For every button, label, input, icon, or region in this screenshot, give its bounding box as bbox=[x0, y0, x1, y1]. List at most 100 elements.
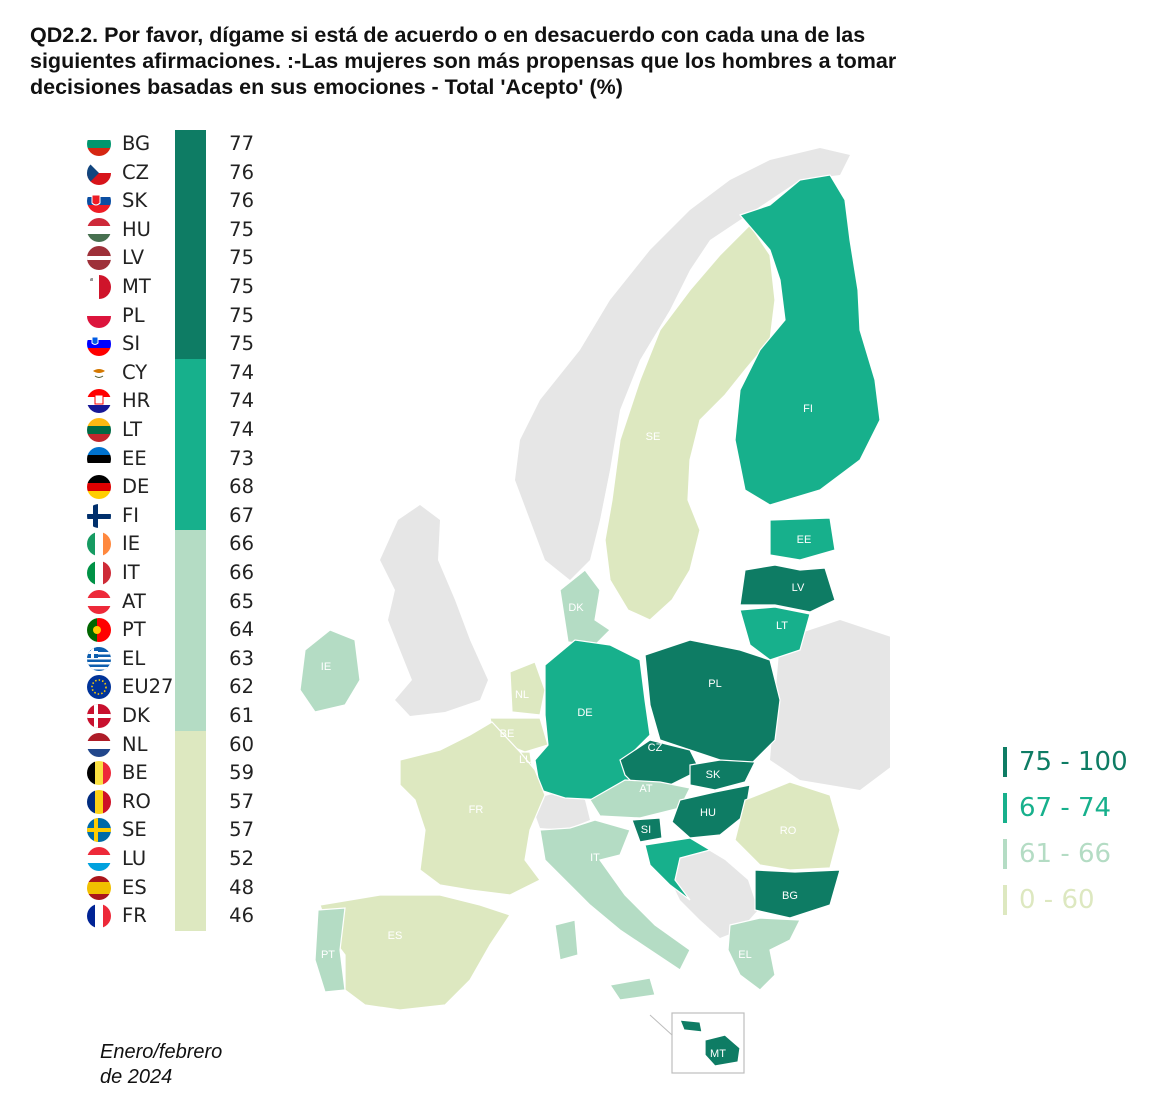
scale-item: 75 - 100 bbox=[1003, 745, 1143, 781]
non-member-countries bbox=[380, 148, 890, 938]
country-shape-pl bbox=[644, 639, 781, 766]
country-code: HR bbox=[122, 389, 151, 413]
date-line: de 2024 bbox=[100, 1066, 173, 1088]
country-value: 46 bbox=[229, 904, 254, 928]
country-code: PT bbox=[122, 618, 146, 642]
country-code: LT bbox=[122, 418, 143, 441]
country-code: SE bbox=[122, 818, 147, 842]
country-value: 52 bbox=[229, 847, 254, 870]
country-shape-lv bbox=[739, 564, 836, 613]
value-color-cell bbox=[175, 787, 206, 817]
country-code: EL bbox=[122, 646, 146, 670]
value-color-cell bbox=[175, 301, 206, 331]
country-value: 77 bbox=[229, 132, 254, 155]
country-row: LV 75 bbox=[86, 244, 266, 273]
value-color-cell bbox=[175, 158, 206, 188]
ie-flag-icon bbox=[87, 532, 111, 557]
country-value: 62 bbox=[229, 675, 254, 699]
country-code: FI bbox=[122, 503, 139, 527]
map-label-el: EL bbox=[738, 949, 751, 961]
country-code: BE bbox=[122, 761, 148, 785]
country-code: MT bbox=[122, 275, 151, 298]
country-shape-el bbox=[727, 917, 801, 991]
country-value: 60 bbox=[229, 732, 254, 756]
country-value: 66 bbox=[229, 561, 254, 584]
country-row: HR 74 bbox=[86, 387, 266, 416]
sk-flag-icon bbox=[87, 189, 111, 214]
value-color-cell bbox=[175, 873, 206, 903]
country-code: CZ bbox=[122, 160, 149, 184]
country-code: ES bbox=[122, 875, 147, 899]
map-label-de: DE bbox=[577, 707, 592, 719]
country-value: 65 bbox=[229, 589, 254, 613]
country-row: FI 67 bbox=[86, 501, 266, 531]
country-shape-se bbox=[604, 224, 776, 621]
country-shape-lt bbox=[739, 606, 811, 661]
hu-flag-icon bbox=[87, 217, 111, 242]
country-code: EU27 bbox=[122, 675, 174, 699]
country-row: DE 68 bbox=[86, 473, 266, 502]
map-label-it: IT bbox=[590, 852, 600, 864]
title-line: QD2.2. Por favor, dígame si está de acue… bbox=[30, 23, 866, 47]
fi-flag-icon bbox=[87, 503, 111, 528]
country-code: IE bbox=[122, 532, 141, 556]
value-color-cell bbox=[175, 358, 206, 388]
country-code: EE bbox=[122, 446, 147, 470]
value-color-cell bbox=[175, 387, 206, 416]
map-label-se: SE bbox=[646, 431, 661, 443]
lu-flag-icon bbox=[87, 847, 111, 871]
map-label-dk: DK bbox=[568, 602, 584, 614]
map-label-cz: CZ bbox=[648, 742, 663, 754]
country-code: FR bbox=[122, 904, 147, 928]
country-row: DK 61 bbox=[86, 702, 266, 731]
country-row: PT 64 bbox=[86, 616, 266, 645]
bg-flag-icon bbox=[87, 132, 111, 156]
country-value: 75 bbox=[229, 275, 254, 298]
country-row: SE 57 bbox=[86, 816, 266, 845]
country-ranking-list: BG 77 CZ 76 SK 76 HU 75 LV 75 MT 75 PL 75 SI 75 CY 74 HR 74… bbox=[86, 130, 266, 932]
value-color-cell bbox=[175, 473, 206, 502]
country-code: IT bbox=[122, 561, 140, 584]
country-shape-ie bbox=[299, 629, 361, 713]
country-value: 75 bbox=[229, 246, 254, 270]
si-flag-icon bbox=[87, 332, 111, 357]
country-shape-hr bbox=[644, 837, 712, 901]
country-code: LU bbox=[122, 847, 147, 870]
value-color-cell bbox=[175, 187, 206, 216]
cz-flag-icon bbox=[87, 160, 111, 185]
title-line: decisiones basadas en sus emociones - To… bbox=[30, 75, 623, 99]
hr-flag-icon bbox=[87, 389, 111, 414]
map-label-at: AT bbox=[639, 783, 653, 795]
pt-flag-icon bbox=[87, 618, 111, 643]
country-shape-es bbox=[319, 894, 511, 1011]
value-color-cell bbox=[175, 330, 206, 359]
scale-label: 61 - 66 bbox=[1019, 839, 1112, 869]
switzerland-shape bbox=[530, 792, 590, 830]
de-flag-icon bbox=[87, 475, 111, 500]
map-label-pt: PT bbox=[321, 949, 335, 961]
value-color-cell bbox=[175, 416, 206, 445]
nl-flag-icon bbox=[87, 732, 111, 757]
country-row: EU27 62 bbox=[86, 673, 266, 702]
country-value: 74 bbox=[229, 418, 254, 441]
country-shape-cz bbox=[619, 739, 701, 791]
value-color-cell bbox=[175, 902, 206, 931]
country-shape-si bbox=[631, 817, 663, 843]
country-shape-nl bbox=[509, 661, 546, 716]
value-color-cell bbox=[175, 730, 206, 760]
scale-label: 67 - 74 bbox=[1019, 793, 1112, 823]
value-color-cell bbox=[175, 673, 206, 702]
country-value: 75 bbox=[229, 217, 254, 241]
value-color-cell bbox=[175, 816, 206, 845]
map-label-lv: LV bbox=[792, 582, 805, 594]
country-row: BG 77 bbox=[86, 130, 266, 159]
map-label-mt: MT bbox=[710, 1048, 726, 1060]
country-shape-it bbox=[539, 819, 691, 971]
scale-item: 67 - 74 bbox=[1003, 791, 1143, 827]
member-countries bbox=[299, 174, 890, 1032]
country-labels: FI SE EE LV LT DK IE NL BE LU DE PL CZ S… bbox=[321, 403, 813, 1060]
scale-label: 75 - 100 bbox=[1019, 747, 1128, 777]
country-value: 73 bbox=[229, 446, 254, 470]
value-color-cell bbox=[175, 559, 206, 588]
map-label-sk: SK bbox=[706, 769, 721, 781]
